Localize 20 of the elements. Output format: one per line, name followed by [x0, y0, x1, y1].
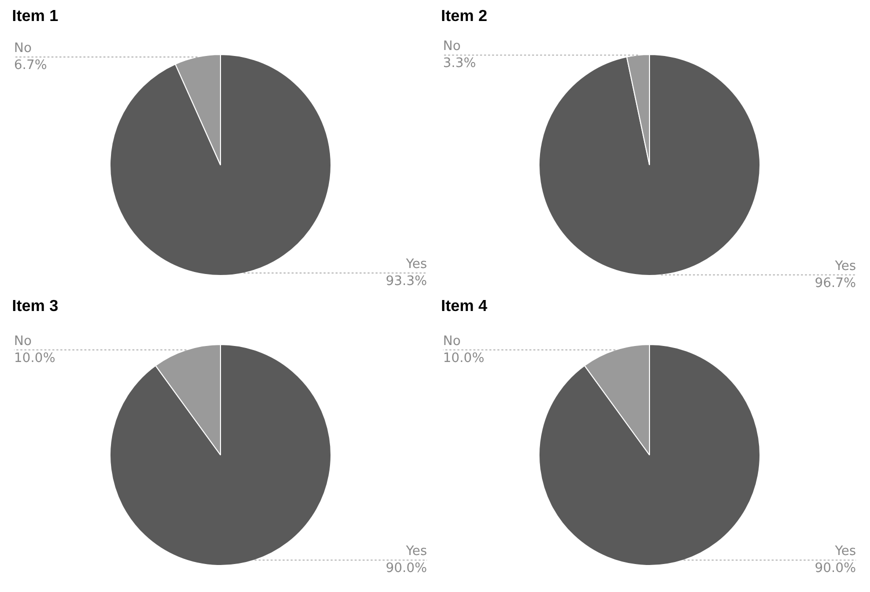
data-label: 96.7% — [814, 276, 856, 291]
data-label: 90.0% — [386, 560, 427, 576]
chart-title: Item 3 — [11, 298, 60, 317]
slice-label: Yes — [405, 256, 428, 272]
slice-label: No — [443, 334, 461, 349]
slice-label: Yes — [834, 258, 856, 274]
data-label: 10.0% — [443, 350, 484, 366]
slice-label: Yes — [405, 544, 428, 559]
slice-label: No — [14, 40, 32, 56]
data-label: 3.3% — [443, 56, 476, 71]
slice-label: No — [443, 38, 461, 54]
slice-label: Yes — [834, 544, 856, 559]
data-label: 90.0% — [814, 560, 856, 576]
data-label: 10.0% — [14, 350, 56, 366]
chart-title: Item 1 — [11, 8, 60, 27]
data-label: 6.7% — [14, 58, 48, 73]
data-label: 93.3% — [386, 274, 427, 289]
chart-title: Item 2 — [440, 8, 488, 27]
chart-title: Item 4 — [440, 298, 488, 317]
slice-label: No — [14, 334, 32, 349]
